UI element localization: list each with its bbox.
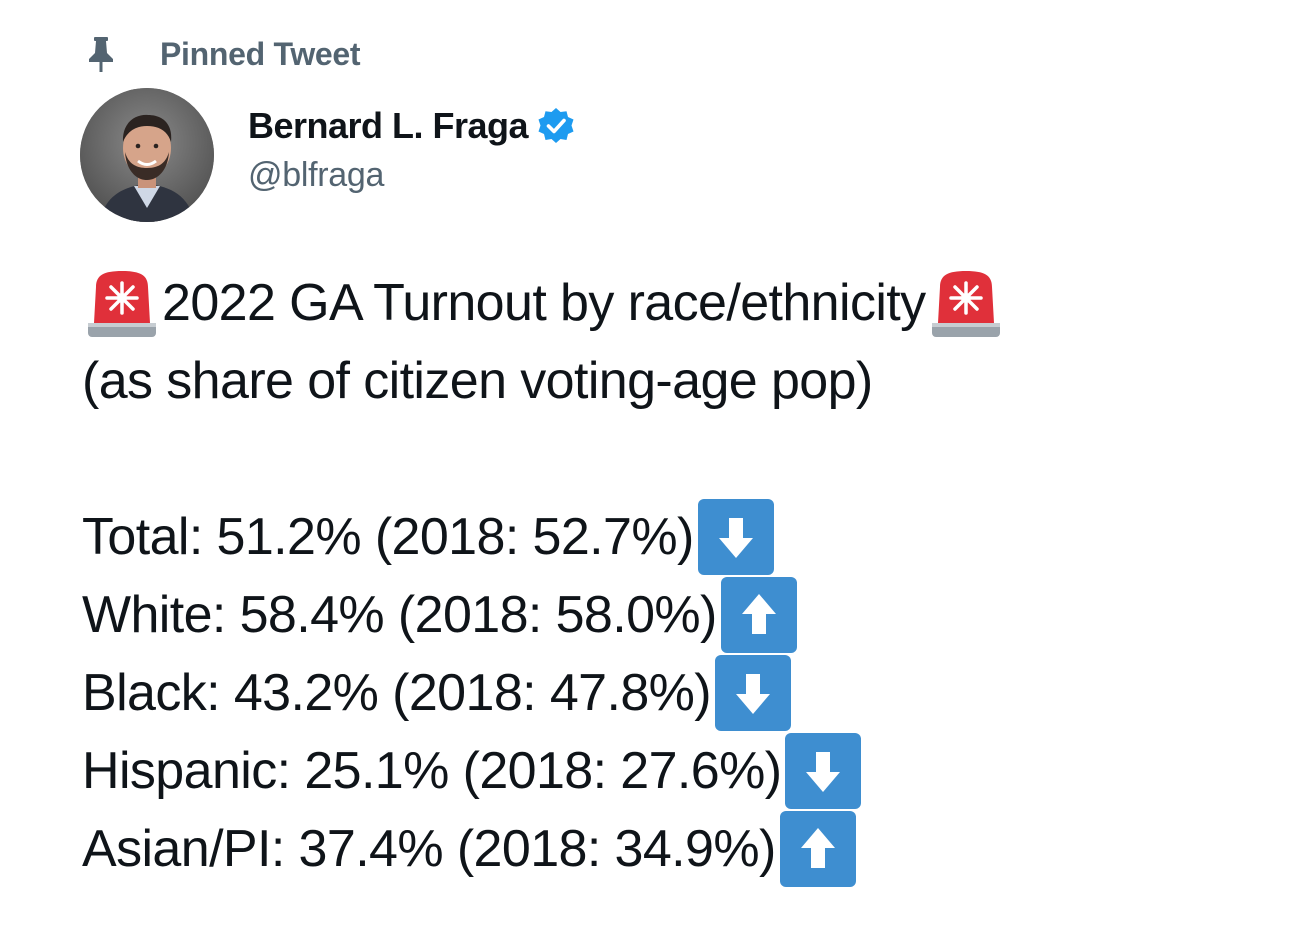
stat-text: Total: 51.2% (2018: 52.7%): [82, 508, 694, 566]
author-handle[interactable]: @blfraga: [248, 156, 385, 194]
down-arrow-icon: [785, 733, 862, 809]
stat-row: Black: 43.2% (2018: 47.8%): [82, 654, 1272, 732]
pinned-label: Pinned Tweet: [160, 35, 361, 72]
down-arrow-icon: [715, 655, 791, 731]
subhead-line: (as share of citizen voting-age pop): [82, 342, 1272, 420]
tweet-text: 2022 GA Turnout by race/ethnicity: [82, 264, 1272, 888]
up-arrow-icon: [720, 577, 797, 653]
down-arrow-icon: [697, 499, 774, 575]
blank-line: [82, 420, 1272, 498]
pin-icon: [84, 34, 118, 74]
stat-row: Total: 51.2% (2018: 52.7%): [82, 498, 1272, 576]
stat-text: Hispanic: 25.1% (2018: 27.6%): [82, 742, 782, 800]
headline-line: 2022 GA Turnout by race/ethnicity: [82, 264, 1272, 342]
siren-emoji-icon: [82, 263, 162, 343]
stat-text: White: 58.4% (2018: 58.0%): [82, 586, 717, 644]
author-name[interactable]: Bernard L. Fraga: [248, 105, 529, 146]
pinned-indicator: Pinned Tweet: [84, 34, 361, 74]
stat-text: Black: 43.2% (2018: 47.8%): [82, 664, 712, 722]
avatar[interactable]: [80, 88, 214, 222]
up-arrow-icon: [779, 811, 856, 887]
stat-text: Asian/PI: 37.4% (2018: 34.9%): [82, 820, 776, 878]
stat-row: Asian/PI: 37.4% (2018: 34.9%): [82, 810, 1272, 888]
stat-row: White: 58.4% (2018: 58.0%): [82, 576, 1272, 654]
stat-row: Hispanic: 25.1% (2018: 27.6%): [82, 732, 1272, 810]
headline-text: 2022 GA Turnout by race/ethnicity: [162, 274, 926, 332]
verified-badge-icon: [536, 106, 576, 146]
siren-emoji-icon: [926, 263, 1006, 343]
subhead-text: (as share of citizen voting-age pop): [82, 352, 873, 410]
author-name-row[interactable]: Bernard L. Fraga: [248, 100, 576, 152]
